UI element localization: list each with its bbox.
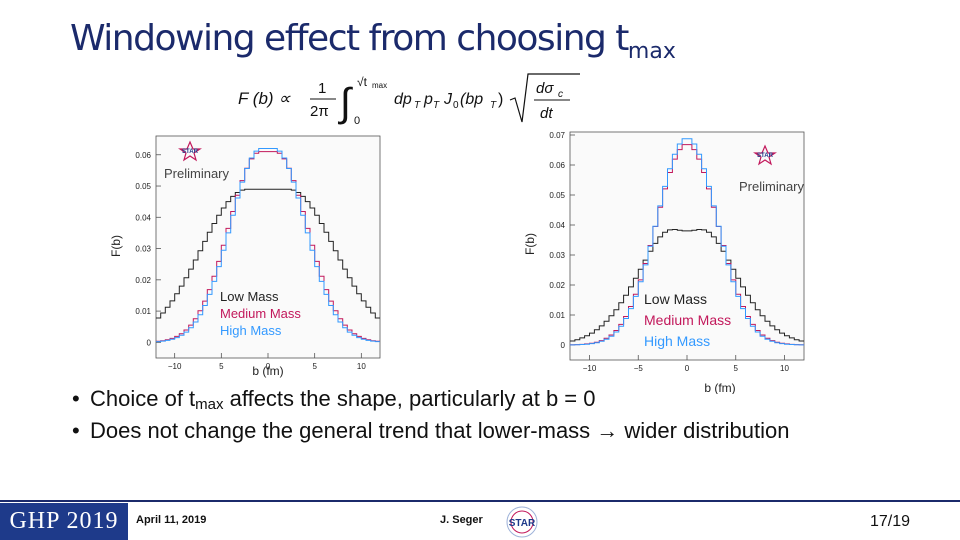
conference-logo: GHP 2019 bbox=[0, 503, 128, 540]
bullet-item: • Does not change the general trend that… bbox=[72, 418, 872, 444]
x-tick-label: 5 bbox=[219, 362, 224, 371]
y-axis-label: F(b) bbox=[110, 235, 123, 257]
formula-sqrt bbox=[509, 73, 580, 123]
star-logo: STAR bbox=[753, 144, 777, 166]
y-tick-label: 0 bbox=[561, 341, 566, 350]
y-tick-label: 0.06 bbox=[135, 151, 151, 160]
y-tick-label: 0.02 bbox=[135, 276, 151, 285]
legend-medium-mass: Medium Mass bbox=[220, 306, 301, 321]
formula-arg: (bp bbox=[460, 91, 483, 108]
formula-int-lower: 0 bbox=[354, 115, 360, 126]
x-tick-label: 10 bbox=[780, 364, 789, 373]
formula-frac-den: 2π bbox=[310, 103, 329, 120]
star-logo-text: STAR bbox=[757, 153, 774, 159]
slide-title: Windowing effect from choosing tmax bbox=[70, 18, 676, 64]
footer-date: April 11, 2019 bbox=[136, 514, 207, 526]
footer bbox=[0, 500, 960, 540]
y-tick-label: 0.04 bbox=[549, 221, 565, 230]
star-logo-text: STAR bbox=[182, 149, 199, 155]
formula-int-upper: √t bbox=[357, 75, 368, 89]
footer-author: J. Seger bbox=[440, 514, 483, 526]
chart-right: F(b) b (fm) STAR Preliminary 0 0.01 0.02 0.… bbox=[523, 131, 805, 394]
slide-title-main: Windowing effect from choosing t bbox=[70, 18, 629, 59]
x-axis-label: b (fm) bbox=[704, 381, 735, 394]
integral-sign: ∫ bbox=[338, 81, 354, 125]
star-logo-text: STAR bbox=[509, 518, 536, 529]
bullet-sub: max bbox=[195, 396, 224, 413]
preliminary-label: Preliminary bbox=[739, 179, 805, 194]
series-line-low-mass bbox=[156, 188, 380, 319]
y-tick-label: 0.01 bbox=[135, 307, 151, 316]
bullet-text: Does not change the general trend that l… bbox=[90, 418, 597, 443]
formula-arg-close: ) bbox=[498, 91, 503, 108]
legend-medium-mass: Medium Mass bbox=[644, 312, 731, 328]
formula-d-den: dt bbox=[540, 105, 553, 122]
y-tick-label: 0.03 bbox=[549, 251, 565, 260]
y-tick-label: 0.05 bbox=[135, 182, 151, 191]
formula-integrand: dp bbox=[394, 91, 412, 108]
arrow-icon: → bbox=[596, 418, 619, 443]
bullet-dot: • bbox=[72, 418, 80, 443]
legend-high-mass: High Mass bbox=[644, 333, 710, 349]
bullet-dot: • bbox=[72, 386, 80, 411]
star-logo: STAR bbox=[178, 140, 202, 162]
bullet-item: • Choice of tmax affects the shape, part… bbox=[72, 386, 872, 418]
y-tick-label: 0.03 bbox=[135, 245, 151, 254]
formula-pt: p bbox=[423, 91, 433, 108]
plot-frame bbox=[569, 131, 805, 361]
x-tick-label: 0 bbox=[685, 364, 690, 373]
page-number: 17/19 bbox=[870, 513, 911, 530]
series-line-high-mass bbox=[570, 138, 804, 346]
formula-arg-sub: T bbox=[490, 100, 497, 111]
formula-pt-sub: T bbox=[433, 100, 440, 111]
legend: Low Mass Medium Mass High Mass bbox=[220, 289, 301, 338]
y-tick-label: 0.06 bbox=[549, 161, 565, 170]
chart-left: F(b) b (fm) STAR Preliminary 0 0.01 0.02 0.… bbox=[110, 135, 381, 378]
y-tick-label: 0.02 bbox=[549, 281, 565, 290]
y-tick-label: 0.07 bbox=[549, 131, 565, 140]
bullet-list: • Choice of tmax affects the shape, part… bbox=[72, 386, 872, 444]
series-line-high-mass bbox=[156, 148, 380, 343]
formula-d-num-sub: c bbox=[558, 89, 563, 100]
y-tick-label: 0.05 bbox=[549, 191, 565, 200]
legend-low-mass: Low Mass bbox=[220, 289, 279, 304]
x-tick-label: −10 bbox=[168, 362, 182, 371]
y-tick-label: 0 bbox=[147, 338, 152, 347]
x-tick-label: −10 bbox=[583, 364, 597, 373]
formula-frac-num: 1 bbox=[318, 80, 326, 97]
footer-divider bbox=[0, 500, 960, 502]
formula-lhs: F (b) ∝ bbox=[238, 89, 291, 108]
x-axis-label: b (fm) bbox=[252, 364, 283, 378]
legend: Low Mass Medium Mass High Mass bbox=[644, 291, 731, 349]
x-tick-label: 10 bbox=[357, 362, 366, 371]
preliminary-label: Preliminary bbox=[164, 166, 230, 181]
bullet-text: Choice of t bbox=[90, 386, 196, 411]
legend-low-mass: Low Mass bbox=[644, 291, 707, 307]
formula-int-upper-sub: max bbox=[372, 81, 387, 90]
x-tick-label: 5 bbox=[312, 362, 317, 371]
formula-body-sub: 0 bbox=[453, 100, 459, 111]
y-axis-label: F(b) bbox=[523, 233, 537, 255]
bullet-text-cont: affects the shape, particularly at b = 0 bbox=[223, 386, 596, 411]
legend-high-mass: High Mass bbox=[220, 323, 282, 338]
y-tick-label: 0.04 bbox=[135, 213, 151, 222]
formula-d-num: dσ bbox=[536, 80, 554, 97]
series-line-low-mass bbox=[570, 229, 804, 342]
slide-title-sub: max bbox=[627, 39, 676, 64]
formula: F (b) ∝ 1 2π ∫ √t max 0 dp T p T J 0 (bp… bbox=[238, 73, 580, 126]
y-tick-label: 0.01 bbox=[549, 311, 565, 320]
formula-integrand-sub: T bbox=[414, 100, 421, 111]
formula-body: J bbox=[443, 91, 453, 108]
x-tick-label: −5 bbox=[634, 364, 644, 373]
bullet-text-cont: wider distribution bbox=[618, 418, 790, 443]
x-tick-label: 5 bbox=[734, 364, 739, 373]
star-collaboration-logo: STAR bbox=[506, 506, 538, 538]
x-tick-label: 0 bbox=[266, 362, 271, 371]
